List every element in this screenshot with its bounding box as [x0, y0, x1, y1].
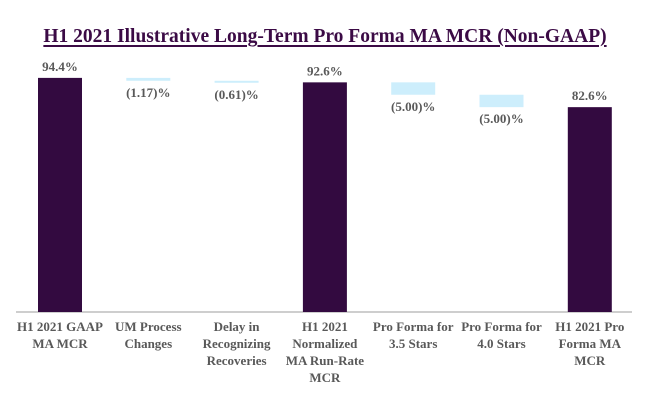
data-label: (0.61)%	[214, 87, 258, 102]
bar-7	[567, 107, 612, 312]
category-label: UM Process Changes	[115, 319, 182, 351]
chart-title: H1 2021 Illustrative Long-Term Pro Forma…	[43, 26, 607, 47]
category-label: Delay in Recognizing Recoveries	[202, 319, 271, 368]
bar-2	[126, 77, 171, 81]
data-label: (5.00)%	[391, 99, 435, 114]
data-label: (5.00)%	[479, 111, 523, 126]
bar-3	[214, 80, 259, 83]
data-label: 82.6%	[572, 88, 608, 103]
data-label: 94.4%	[42, 59, 78, 74]
data-label: 92.6%	[307, 63, 343, 78]
bar-4	[302, 82, 347, 313]
bar-1	[38, 77, 82, 312]
bar-5	[391, 82, 436, 95]
category-label: H1 2021 Pro Forma MA MCR	[555, 319, 625, 368]
category-label: Pro Forma for 3.5 Stars	[372, 319, 454, 351]
category-label: Pro Forma for 4.0 Stars	[461, 319, 542, 351]
bar-6	[479, 94, 524, 108]
data-label: (1.17)%	[126, 85, 170, 100]
category-label: H1 2021 GAAP MA MCR	[17, 319, 103, 351]
category-label: H1 2021 Normalized MA Run-Rate MCR	[285, 319, 365, 385]
